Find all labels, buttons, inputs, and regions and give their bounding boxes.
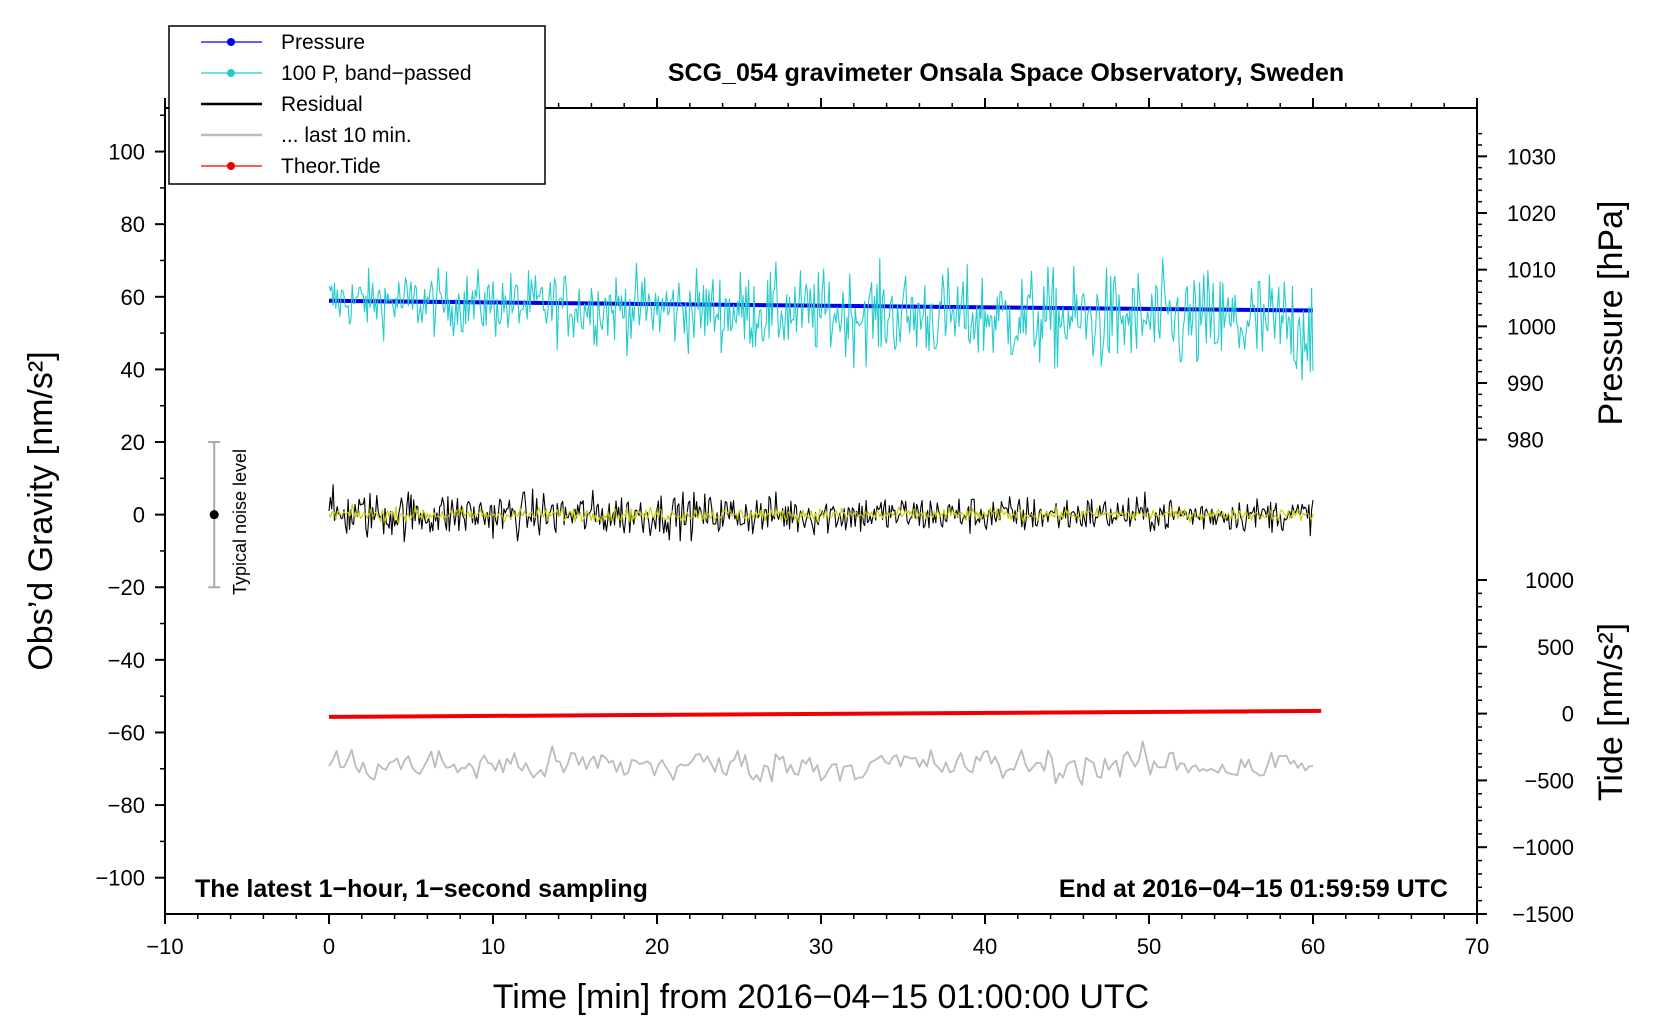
legend-marker (227, 38, 235, 46)
x-tick-label: 30 (809, 934, 833, 959)
x-tick-label: 50 (1137, 934, 1161, 959)
series--last-10-min (328, 740, 1314, 786)
tide-tick-label: −1000 (1512, 835, 1574, 860)
x-tick-label: 60 (1301, 934, 1325, 959)
y-left-tick-label: 60 (121, 285, 145, 310)
y-left-tick-label: 20 (121, 430, 145, 455)
x-tick-label: 10 (481, 934, 505, 959)
legend-label: ... last 10 min. (281, 124, 412, 147)
y-left-tick-label: −100 (95, 866, 145, 891)
legend-box (168, 25, 546, 185)
noise-bar-center (209, 510, 219, 520)
tide-tick-label: 1000 (1525, 568, 1574, 593)
annotation-sampling: The latest 1−hour, 1−second sampling (195, 875, 648, 903)
x-tick-label: −10 (146, 934, 183, 959)
y-axis-pressure-title: Pressure [hPa] (1592, 201, 1630, 426)
x-tick-label: 40 (973, 934, 997, 959)
series-theor-tide (328, 708, 1322, 719)
tide-tick-label: 0 (1562, 702, 1574, 727)
pressure-tick-label: 990 (1507, 371, 1544, 396)
y-left-tick-label: −60 (108, 720, 145, 745)
y-axis-left-title: Obs’d Gravity [nm/s²] (22, 351, 60, 670)
y-left-tick-label: −20 (108, 575, 145, 600)
x-tick-label: 70 (1465, 934, 1489, 959)
series-residual-smoothed (328, 503, 1314, 525)
series-100-p-band-passed (328, 257, 1314, 381)
y-left-tick-label: −80 (108, 793, 145, 818)
series-residual (328, 484, 1314, 543)
pressure-tick-label: 1000 (1507, 314, 1556, 339)
y-left-tick-label: 80 (121, 212, 145, 237)
y-left-tick-label: 40 (121, 357, 145, 382)
annotation-end-time: End at 2016−04−15 01:59:59 UTC (1059, 875, 1448, 903)
pressure-tick-label: 1010 (1507, 258, 1556, 283)
tide-tick-label: −1500 (1512, 902, 1574, 927)
legend-label: 100 P, band−passed (281, 62, 472, 85)
x-axis-title: Time [min] from 2016−04−15 01:00:00 UTC (493, 978, 1149, 1016)
chart-title: SCG_054 gravimeter Onsala Space Observat… (668, 59, 1344, 87)
legend-label: Theor.Tide (281, 155, 381, 178)
x-tick-label: 0 (323, 934, 335, 959)
legend-label: Residual (281, 93, 363, 116)
series-pressure (328, 298, 1314, 313)
pressure-tick-label: 1020 (1507, 201, 1556, 226)
y-axis-tide-title: Tide [nm/s²] (1592, 623, 1630, 801)
legend: Pressure 100 P, band−passed Residual ... la… (168, 25, 546, 185)
legend-marker (227, 69, 235, 77)
pressure-tick-label: 1030 (1507, 144, 1556, 169)
y-left-tick-label: 100 (108, 140, 145, 165)
y-left-tick-label: −40 (108, 648, 145, 673)
pressure-tick-label: 980 (1507, 428, 1544, 453)
legend-marker (227, 162, 235, 170)
y-left-tick-label: 0 (133, 503, 145, 528)
tide-tick-label: −500 (1524, 768, 1574, 793)
noise-level-label: Typical noise level (230, 449, 250, 595)
x-tick-label: 20 (645, 934, 669, 959)
tide-tick-label: 500 (1537, 635, 1574, 660)
legend-label: Pressure (281, 31, 365, 54)
